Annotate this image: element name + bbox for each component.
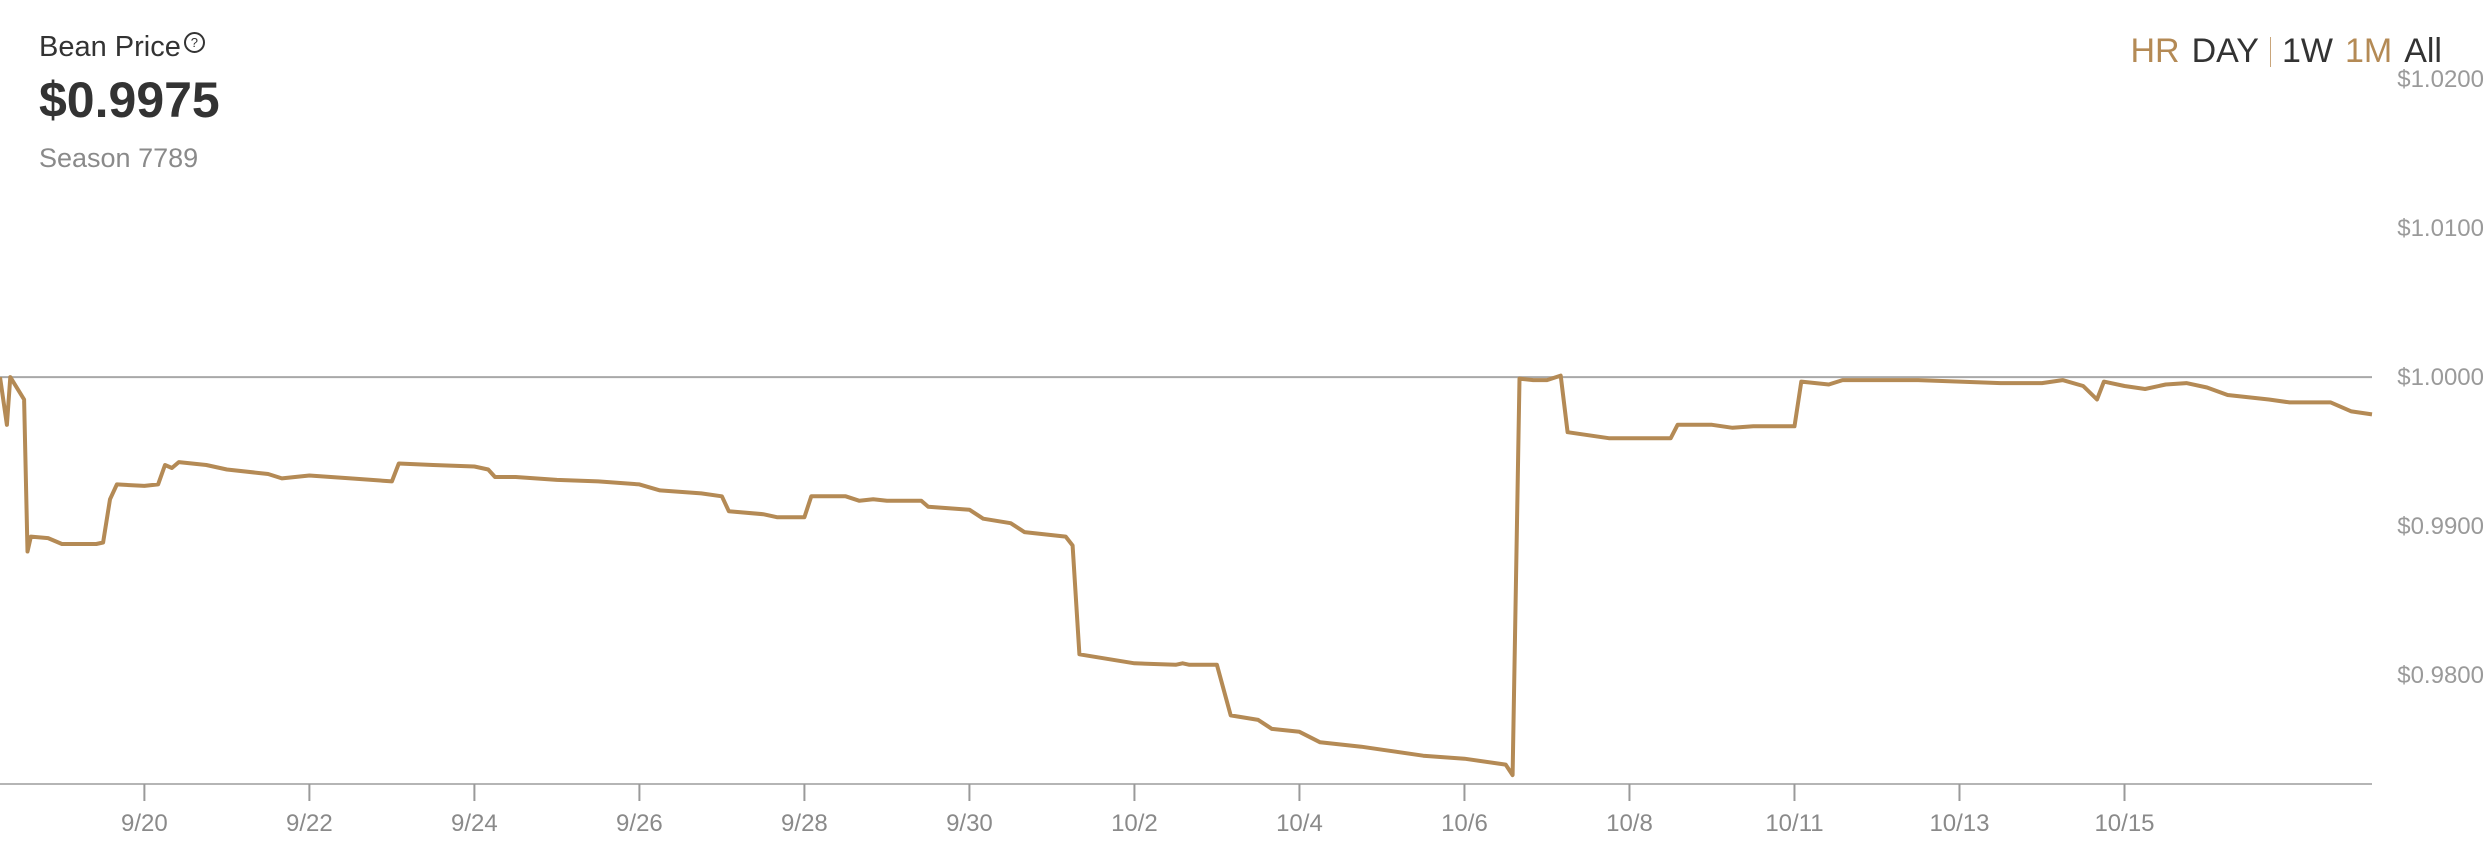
- price-series-line: [0, 376, 2372, 775]
- y-tick-label: $0.9800: [2397, 662, 2484, 689]
- season-label: Season 7789: [39, 143, 220, 174]
- current-price: $0.9975: [39, 75, 220, 125]
- range-hr-button[interactable]: HR: [2124, 32, 2185, 71]
- x-tick-label: 10/4: [1276, 810, 1323, 837]
- price-header: Bean Price ? $0.9975 Season 7789: [39, 30, 220, 174]
- y-tick-label: $1.0000: [2397, 364, 2484, 391]
- help-icon[interactable]: ?: [184, 32, 205, 53]
- x-tick-label: 10/2: [1111, 810, 1158, 837]
- y-tick-label: $0.9900: [2397, 513, 2484, 540]
- x-tick-label: 10/13: [1929, 810, 1989, 837]
- time-range-selector: HR DAY 1W 1M All: [2124, 32, 2448, 71]
- range-divider: [2270, 37, 2271, 67]
- range-day-button[interactable]: DAY: [2186, 32, 2265, 71]
- x-tick-label: 9/24: [451, 810, 498, 837]
- y-axis-ticks: $1.0200$1.0100$1.0000$0.9900$0.9800: [2397, 66, 2484, 689]
- x-tick-label: 10/8: [1606, 810, 1653, 837]
- x-tick-label: 9/20: [121, 810, 168, 837]
- chart-title: Bean Price: [39, 30, 181, 65]
- x-tick-label: 9/30: [946, 810, 993, 837]
- x-tick-label: 10/6: [1441, 810, 1488, 837]
- x-tick-label: 9/26: [616, 810, 663, 837]
- range-1m-button[interactable]: 1M: [2339, 32, 2398, 71]
- x-axis-ticks: 9/20 9/22 9/24 9/26 9/28 9/30 10/2 10/4 10/6 10/8…: [121, 784, 2154, 837]
- range-all-button[interactable]: All: [2398, 32, 2448, 71]
- y-tick-label: $1.0100: [2397, 215, 2484, 242]
- x-tick-label: 10/15: [2094, 810, 2154, 837]
- x-tick-label: 9/28: [781, 810, 828, 837]
- x-tick-label: 10/11: [1765, 810, 1823, 837]
- x-tick-label: 9/22: [286, 810, 333, 837]
- range-1w-button[interactable]: 1W: [2276, 32, 2339, 71]
